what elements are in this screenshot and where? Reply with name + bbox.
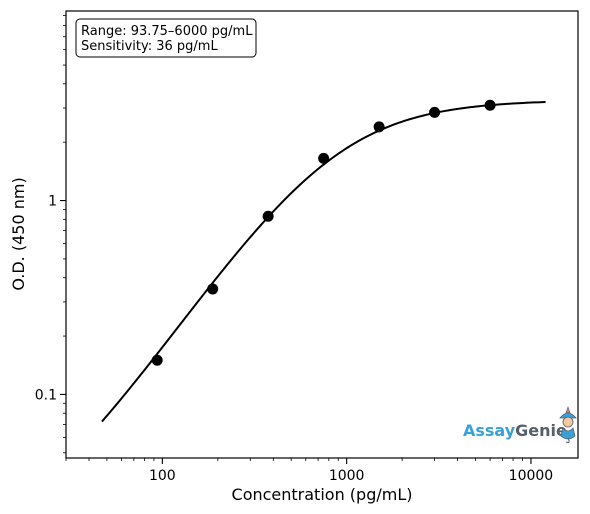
x-tick-label: 1000	[329, 468, 365, 484]
x-axis-label: Concentration (pg/mL)	[232, 485, 413, 504]
y-axis-label: O.D. (450 nm)	[9, 177, 28, 290]
y-tick-label: 0.1	[35, 387, 57, 403]
axis-ticks: 100 1000 10000 0.1 1	[35, 15, 554, 484]
data-point	[151, 354, 163, 366]
data-point	[373, 121, 385, 133]
data-point	[429, 106, 441, 118]
x-tick-label: 100	[149, 468, 176, 484]
plot-frame	[65, 10, 579, 459]
annotation-sensitivity: Sensitivity: 36 pg/mL	[81, 39, 218, 54]
fit-curve-line	[101, 101, 546, 423]
data-point	[318, 152, 330, 164]
y-tick-label: 1	[48, 194, 57, 210]
assaygenie-logo: AssayGenie	[463, 406, 577, 443]
logo-text-assay: Assay	[463, 421, 516, 440]
annotation-frame	[75, 18, 257, 58]
annotation-box: Range: 93.75–6000 pg/mL Sensitivity: 36 …	[75, 18, 257, 58]
x-tick-label: 10000	[509, 468, 554, 484]
data-point	[207, 283, 219, 295]
data-point	[484, 99, 496, 111]
data-points	[151, 99, 496, 366]
logo-text-genie: Genie	[515, 421, 567, 440]
genie-mascot-icon	[559, 406, 577, 443]
data-point	[262, 210, 274, 222]
annotation-range: Range: 93.75–6000 pg/mL	[81, 24, 253, 39]
logo-text: AssayGenie	[463, 421, 567, 440]
